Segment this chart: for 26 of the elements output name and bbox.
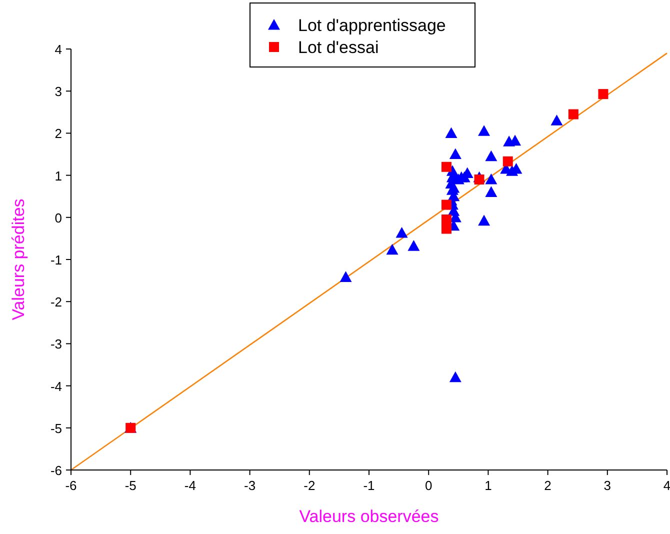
- legend-label: Lot d'essai: [298, 38, 379, 57]
- x-tick-label: -6: [65, 478, 77, 493]
- x-axis-title: Valeurs observées: [299, 507, 439, 526]
- x-tick-label: 3: [604, 478, 612, 493]
- x-tick-label: -3: [244, 478, 256, 493]
- x-tick-label: 2: [544, 478, 552, 493]
- x-tick-label: 4: [663, 478, 670, 493]
- y-tick-label: 0: [54, 210, 62, 226]
- y-tick-label: -1: [50, 252, 62, 268]
- y-tick-label: -6: [50, 463, 62, 478]
- x-tick-label: -5: [124, 478, 136, 493]
- y-tick-label: 3: [54, 84, 62, 100]
- y-tick-label: 2: [54, 126, 62, 142]
- y-tick-label: -4: [50, 378, 62, 394]
- x-tick-label: 1: [484, 478, 492, 493]
- legend-label: Lot d'apprentissage: [298, 16, 446, 35]
- y-tick-label: 4: [54, 42, 62, 57]
- y-tick-label: 1: [54, 168, 62, 184]
- y-tick-label: -2: [50, 294, 62, 310]
- y-tick-label: -3: [50, 336, 62, 352]
- x-tick-label: -4: [184, 478, 196, 493]
- x-tick-label: -2: [304, 478, 316, 493]
- x-tick-label: 0: [424, 478, 432, 493]
- y-tick-label: -5: [50, 420, 62, 436]
- x-tick-label: -1: [363, 478, 375, 493]
- y-axis-title: Valeurs prédites: [9, 198, 28, 320]
